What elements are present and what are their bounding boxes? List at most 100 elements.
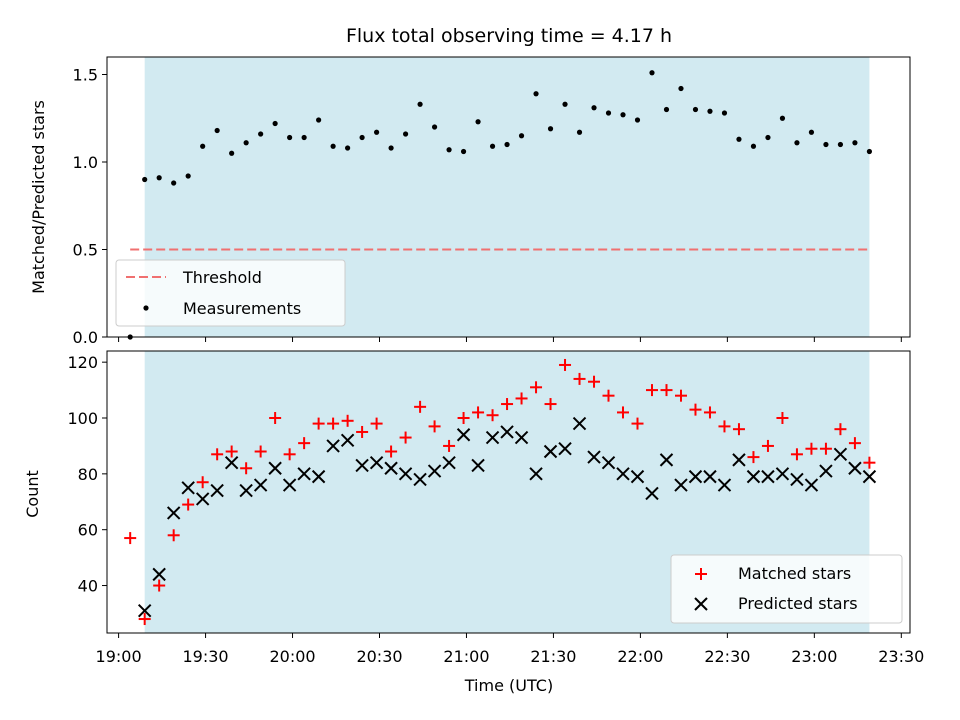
matched-star-point [486,409,499,422]
predicted-star-point [572,416,587,431]
matched-star-point [588,375,601,388]
predicted-star-point [210,483,224,498]
predicted-star-point [746,469,761,484]
predicted-star-point [674,478,688,492]
matched-star-point [443,439,456,452]
measurement-point [794,140,800,146]
matched-star-point [848,437,861,450]
y-tick-label: 0.5 [73,241,98,260]
predicted-star-point [775,467,790,481]
matched-star-point [196,476,209,489]
measurement-point [185,173,191,179]
matched-star-point [732,423,745,436]
y-tick-label: 1.0 [73,153,98,172]
x-tick-label: 20:00 [269,647,315,666]
chart-title: Flux total observing time = 4.17 h [346,25,672,47]
measurement-point [214,127,220,134]
matched-star-point [240,462,253,475]
measurement-point [620,112,626,118]
predicted-star-point [282,478,297,492]
matched-star-point [399,431,412,444]
measurement-point [446,147,452,153]
measurement-point [229,150,235,156]
measurement-point [562,101,568,107]
matched-star-point [167,529,180,542]
predicted-star-point [485,430,500,445]
matched-star-point [674,389,687,402]
matched-star-point [254,445,267,458]
x-tick-label: 19:00 [96,647,142,666]
predicted-star-point [384,461,398,475]
y-tick-label: 1.5 [73,66,98,85]
matched-star-point [863,456,876,469]
bottom-axes-frame [106,350,911,634]
measurement-point [852,140,858,146]
measurement-point [475,119,481,125]
bottom-y-axis: 40 60 80 100 120 [67,353,107,596]
measurement-point [373,129,380,135]
top-axes-frame [106,56,911,338]
measurement-point [402,131,409,137]
measurement-point [533,91,539,97]
matched-star-point [559,358,572,371]
predicted-star-point [630,469,645,484]
predicted-star-point [427,464,442,478]
matched-star-point [283,448,296,461]
predicted-star-point [529,467,543,481]
predicted-star-point [471,458,485,473]
measurement-point [765,134,771,141]
measurement-point [272,120,278,127]
predicted-star-point [645,486,659,501]
measurement-point [359,134,365,141]
predicted-star-point [587,450,601,464]
measurement-point [634,117,641,123]
measurement-point [330,143,336,149]
measurement-point [663,106,670,113]
predicted-star-point [224,455,239,470]
measurement-point [345,145,351,151]
measurement-point [258,131,264,137]
measurement-point [576,129,583,135]
predicted-star-point [862,469,877,484]
measurement-point [866,148,873,155]
matched-star-point [573,372,586,385]
matched-star-point [457,412,470,425]
matched-star-point [138,613,151,626]
measurement-point [779,115,786,121]
x-tick-label: 22:00 [617,647,663,666]
matched-star-point [819,442,832,455]
predicted-star-point [659,453,674,467]
matched-star-point [834,423,847,436]
top-panel: 0.0 0.5 1.0 1.5 Matched/Predicted stars Thr… [29,56,911,347]
x-axis-label: Time (UTC) [464,676,553,695]
predicted-star-point [703,469,717,484]
top-y-axis-label: Matched/Predicted stars [29,100,48,294]
measurement-point [301,134,307,141]
legend-predicted-label: Predicted stars [738,594,858,613]
measurement-points [127,70,873,340]
matched-star-point [617,406,630,419]
predicted-star-point [181,481,195,495]
measurement-point [489,143,496,149]
measurement-point [388,145,394,151]
y-tick-label: 40 [78,577,98,596]
legend-measurement-swatch [143,305,149,311]
predicted-star-point [239,483,253,498]
measurement-point [678,85,684,92]
x-tick-label: 21:30 [530,647,576,666]
predicted-star-point [340,433,355,448]
y-tick-label: 80 [78,465,98,484]
matched-star-point [501,398,514,411]
measurement-point [142,176,148,183]
x-tick-label: 23:00 [791,647,837,666]
predicted-star-point [848,461,862,475]
measurement-point [721,110,728,116]
top-x-ticks [118,337,902,342]
matched-star-point [776,412,789,425]
measurement-point [692,106,699,113]
matched-star-point [385,445,398,458]
measurement-point [316,117,322,123]
measurement-point [417,101,423,107]
measurement-point [287,134,293,141]
measurement-point [547,126,554,132]
